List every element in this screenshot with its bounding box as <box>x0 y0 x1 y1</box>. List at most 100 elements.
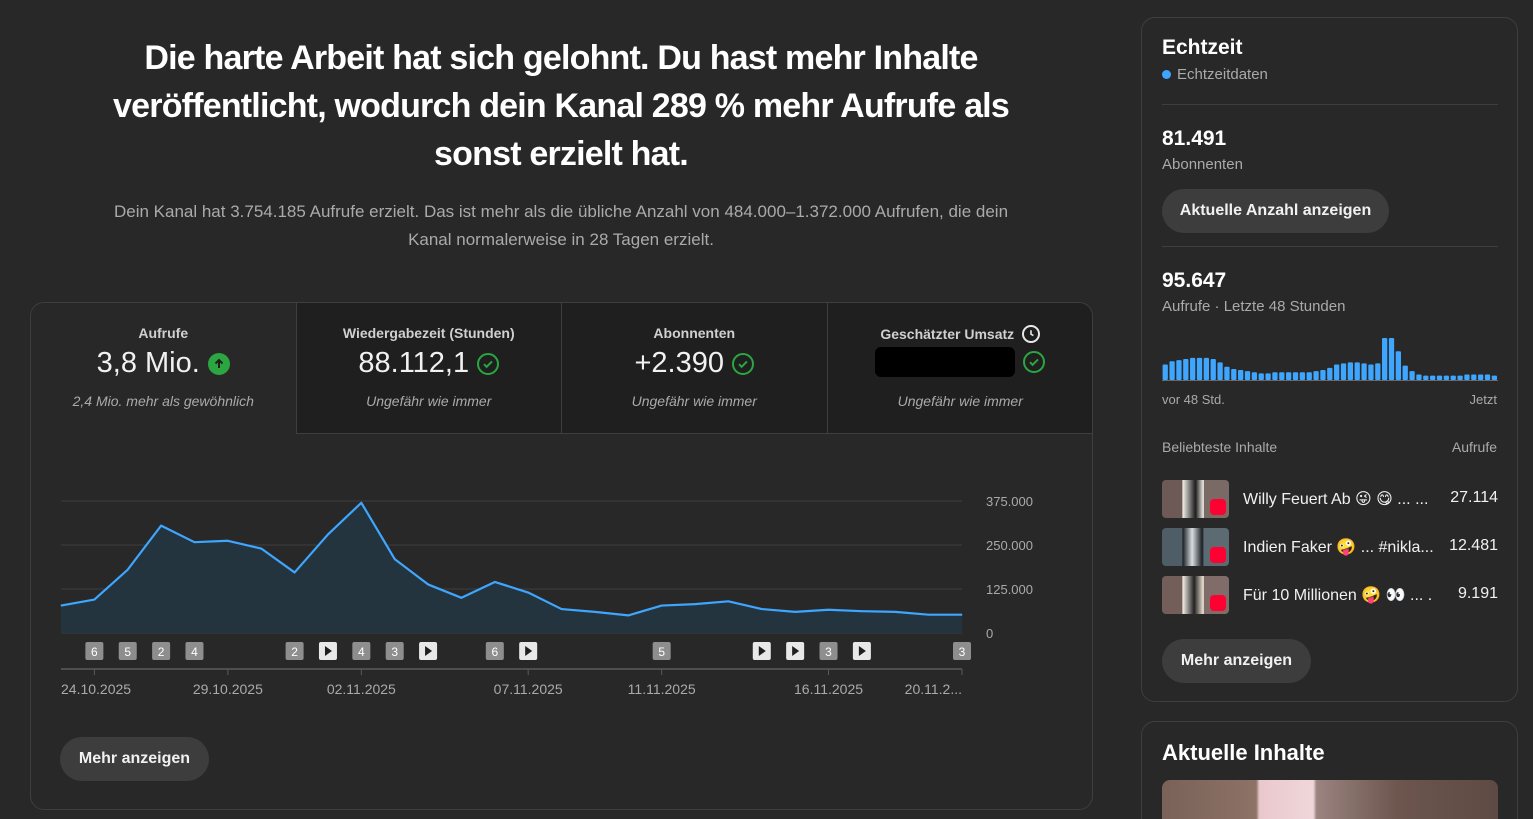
upload-count-marker[interactable]: 6 <box>85 642 104 660</box>
upload-count-marker[interactable]: 5 <box>118 642 137 660</box>
realtime-bar[interactable] <box>1272 372 1278 380</box>
realtime-bar-chart[interactable] <box>1162 336 1498 382</box>
realtime-bar[interactable] <box>1258 373 1264 380</box>
upload-count-marker[interactable]: 4 <box>185 642 204 660</box>
data-point[interactable] <box>727 600 729 602</box>
realtime-bar[interactable] <box>1382 338 1388 380</box>
realtime-bar[interactable] <box>1292 372 1299 380</box>
video-marker[interactable] <box>419 642 438 660</box>
video-marker[interactable] <box>519 642 538 660</box>
data-point[interactable] <box>227 540 229 542</box>
data-point[interactable] <box>761 608 763 610</box>
upload-count-marker[interactable]: 6 <box>485 642 504 660</box>
metric-tab-watchtime[interactable]: Wiedergabezeit (Stunden) 88.112,1 Ungefä… <box>296 303 562 434</box>
realtime-bar[interactable] <box>1395 351 1401 380</box>
top-content-row[interactable]: Indien Faker 🤪 ... #nikla... 12.481 <box>1162 528 1498 568</box>
data-point[interactable] <box>527 592 529 594</box>
realtime-bar[interactable] <box>1464 374 1470 380</box>
data-point[interactable] <box>460 597 462 599</box>
data-point[interactable] <box>60 605 62 607</box>
realtime-bar[interactable] <box>1176 360 1182 380</box>
data-point[interactable] <box>561 608 563 610</box>
upload-count-marker[interactable]: 2 <box>152 642 171 660</box>
realtime-bar[interactable] <box>1457 375 1463 380</box>
realtime-bar[interactable] <box>1334 364 1340 380</box>
realtime-bar[interactable] <box>1286 372 1292 380</box>
data-point[interactable] <box>160 525 162 527</box>
realtime-bar[interactable] <box>1478 374 1484 380</box>
data-point[interactable] <box>394 558 396 560</box>
data-point[interactable] <box>360 502 362 504</box>
data-point[interactable] <box>193 541 195 543</box>
realtime-bar[interactable] <box>1224 366 1230 380</box>
realtime-bar[interactable] <box>1299 372 1305 380</box>
realtime-bar[interactable] <box>1368 364 1374 380</box>
upload-count-marker[interactable]: 5 <box>652 642 671 660</box>
realtime-bar[interactable] <box>1231 368 1237 380</box>
realtime-bar[interactable] <box>1327 367 1333 380</box>
upload-count-marker[interactable]: 4 <box>352 642 371 660</box>
realtime-bar[interactable] <box>1244 371 1251 380</box>
data-point[interactable] <box>828 609 830 611</box>
realtime-bar[interactable] <box>1450 375 1456 380</box>
realtime-bar[interactable] <box>1471 374 1477 380</box>
data-point[interactable] <box>327 533 329 535</box>
data-point[interactable] <box>427 583 429 585</box>
data-point[interactable] <box>861 610 863 612</box>
recent-content-thumbnail[interactable] <box>1162 780 1498 819</box>
realtime-bar[interactable] <box>1430 375 1436 380</box>
realtime-bar[interactable] <box>1265 373 1271 380</box>
more-button[interactable]: Mehr anzeigen <box>60 737 209 781</box>
data-point[interactable] <box>93 599 95 601</box>
realtime-bar[interactable] <box>1347 362 1353 380</box>
video-marker[interactable] <box>852 642 871 660</box>
realtime-bar[interactable] <box>1443 375 1449 380</box>
realtime-bar[interactable] <box>1238 370 1244 380</box>
metric-tab-revenue[interactable]: Geschätzter Umsatz Ungefähr wie immer <box>827 303 1092 434</box>
upload-count-marker[interactable]: 2 <box>285 642 304 660</box>
realtime-bar[interactable] <box>1423 375 1429 380</box>
realtime-bar[interactable] <box>1183 359 1189 380</box>
data-point[interactable] <box>961 614 963 616</box>
realtime-bar[interactable] <box>1388 338 1395 380</box>
data-point[interactable] <box>627 614 629 616</box>
data-point[interactable] <box>694 603 696 605</box>
video-marker[interactable] <box>752 642 771 660</box>
realtime-bar[interactable] <box>1251 372 1257 380</box>
metric-tab-subscribers[interactable]: Abonnenten +2.390 Ungefähr wie immer <box>562 303 828 434</box>
realtime-bar[interactable] <box>1203 357 1209 380</box>
data-point[interactable] <box>127 569 129 571</box>
top-content-row[interactable]: Für 10 Millionen 🤪 👀 ... ... 9.191 <box>1162 576 1498 616</box>
upload-count-marker[interactable]: 3 <box>819 642 838 660</box>
metric-tab-views[interactable]: Aufrufe 3,8 Mio. 2,4 Mio. mehr als gewöh… <box>31 303 297 434</box>
realtime-bar[interactable] <box>1190 357 1196 380</box>
realtime-bar[interactable] <box>1217 362 1223 380</box>
realtime-bar[interactable] <box>1313 371 1319 380</box>
realtime-bar[interactable] <box>1196 357 1203 380</box>
realtime-bar[interactable] <box>1162 364 1168 380</box>
data-point[interactable] <box>928 614 930 616</box>
realtime-bar[interactable] <box>1340 363 1347 380</box>
data-point[interactable] <box>894 611 896 613</box>
views-chart[interactable]: 375.000 250.000 125.000 0 6 5 2 4 2 4 3 6 5 3 3 24.10.2… <box>31 434 1093 734</box>
upload-count-marker[interactable]: 3 <box>385 642 404 660</box>
realtime-bar[interactable] <box>1210 359 1216 380</box>
realtime-bar[interactable] <box>1169 361 1175 380</box>
video-marker[interactable] <box>786 642 805 660</box>
realtime-bar[interactable] <box>1375 363 1381 380</box>
data-point[interactable] <box>661 605 663 607</box>
realtime-bar[interactable] <box>1306 372 1312 380</box>
top-content-row[interactable]: Willy Feuert Ab 😜 😋 ... ... 27.114 <box>1162 480 1498 520</box>
realtime-bar[interactable] <box>1279 372 1285 380</box>
show-current-count-button[interactable]: Aktuelle Anzahl anzeigen <box>1162 189 1389 233</box>
video-marker[interactable] <box>318 642 337 660</box>
data-point[interactable] <box>794 611 796 613</box>
realtime-bar[interactable] <box>1436 375 1443 380</box>
realtime-bar[interactable] <box>1491 375 1497 380</box>
data-point[interactable] <box>494 581 496 583</box>
data-point[interactable] <box>294 571 296 573</box>
realtime-bar[interactable] <box>1402 365 1408 380</box>
data-point[interactable] <box>594 611 596 613</box>
realtime-bar[interactable] <box>1416 374 1422 380</box>
realtime-bar[interactable] <box>1320 370 1326 380</box>
